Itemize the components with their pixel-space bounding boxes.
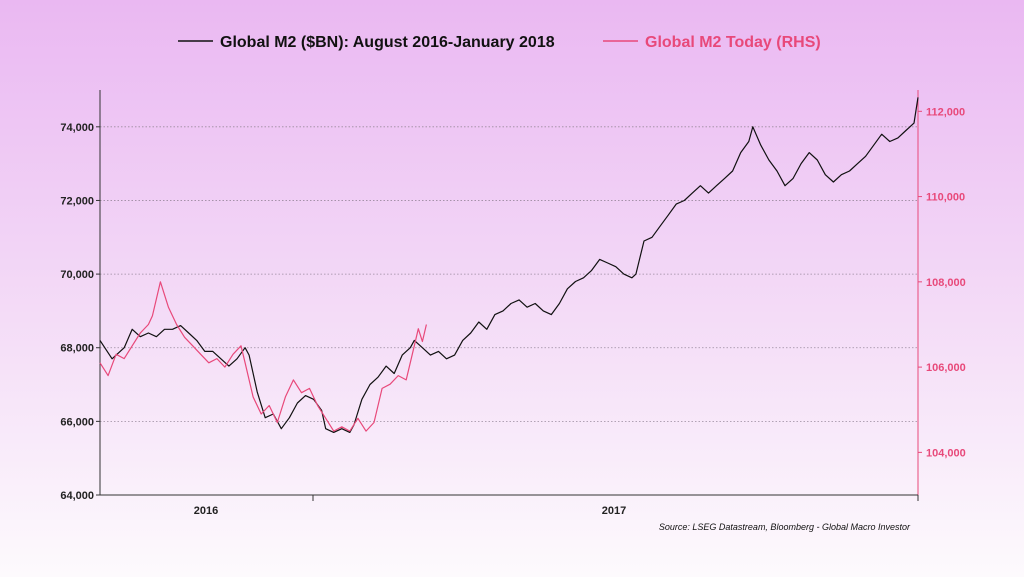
y-right-tick-label-1: 106,000 (926, 362, 966, 374)
series-line-global-m2 (99, 97, 919, 433)
source-note: Source: LSEG Datastream, Bloomberg - Glo… (659, 522, 911, 532)
legend: Global M2 ($BN): August 2016-January 201… (178, 34, 821, 51)
y-ticks-left: 64,000 66,000 68,000 70,000 72,000 74,000 (60, 122, 100, 502)
y-ticks-right: 104,000 106,000 108,000 110,000 112,000 (918, 106, 966, 459)
y-right-tick-label-0: 104,000 (926, 447, 966, 459)
y-left-tick-label-3: 70,000 (60, 269, 94, 281)
legend-label-global-m2: Global M2 ($BN): August 2016-January 201… (220, 34, 555, 51)
y-left-tick-label-2: 68,000 (60, 343, 94, 355)
y-left-tick-label-0: 64,000 (60, 490, 94, 502)
x-category-2017: 2017 (602, 505, 626, 517)
gridlines (100, 126, 918, 422)
legend-label-global-m2-today: Global M2 Today (RHS) (645, 34, 821, 51)
y-right-tick-label-4: 112,000 (926, 106, 965, 118)
y-left-tick-label-4: 72,000 (60, 195, 94, 207)
x-category-2016: 2016 (194, 505, 218, 517)
series-line-global-m2-today (99, 281, 427, 432)
y-left-tick-label-5: 74,000 (60, 122, 94, 134)
y-right-tick-label-2: 108,000 (926, 277, 966, 289)
y-left-tick-label-1: 66,000 (60, 416, 94, 428)
y-right-tick-label-3: 110,000 (926, 192, 965, 204)
